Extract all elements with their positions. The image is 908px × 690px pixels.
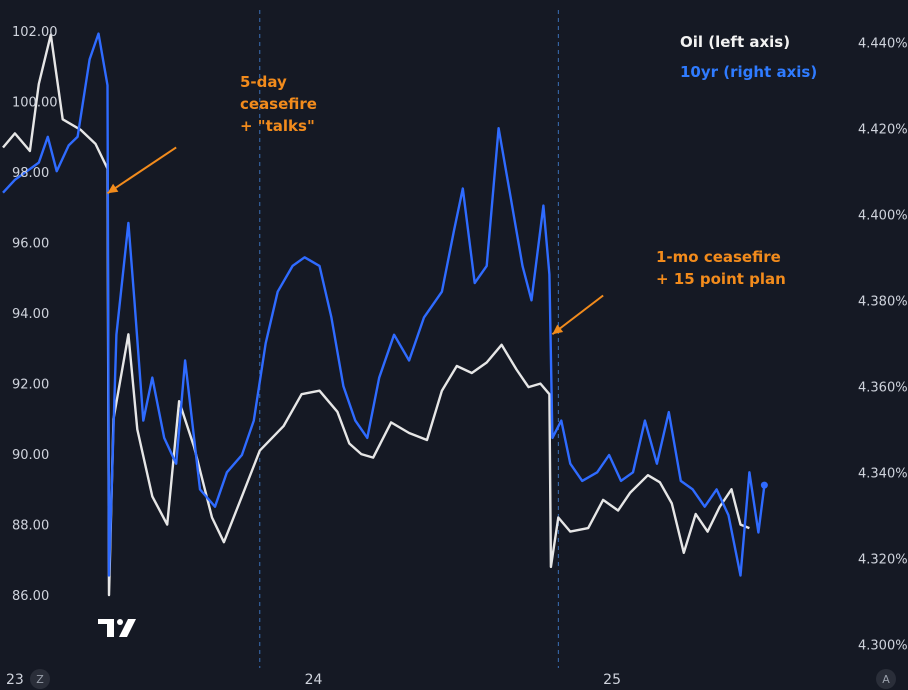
annotation-arrow-1 [106,146,177,195]
annotation-1-line-1: 5-day [240,73,287,91]
session-separators [259,10,559,668]
y-left-tick-label: 88.00 [12,519,49,534]
y-right-tick-label: 4.420% [858,122,908,137]
annotation-ceasefire-1mo: 1-mo ceasefire + 15 point plan [656,248,786,288]
series-layer [2,32,768,597]
y-axis-left: 102.00 100.00 98.00 96.00 94.00 92.00 90.00 88.… [12,25,58,604]
legend: Oil (left axis) 10yr (right axis) [680,33,817,81]
y-left-tick-label: 94.00 [12,307,49,322]
annotation-arrows [106,146,604,336]
y-left-tick-label: 96.00 [12,237,49,252]
x-tick-label: 24 [305,672,323,688]
series-end-point-10yr [760,481,768,489]
y-right-tick-label: 4.380% [858,294,908,309]
y-left-tick-label: 92.00 [12,378,49,393]
annotation-1-line-3: + "talks" [240,117,315,135]
y-right-tick-label: 4.440% [858,36,908,51]
z-scale-button[interactable]: Z [30,669,50,689]
y-right-tick-label: 4.360% [858,380,908,395]
y-left-tick-label: 86.00 [12,589,49,604]
y-right-tick-label: 4.340% [858,466,908,481]
a-scale-button[interactable]: A [876,669,896,689]
z-scale-label: Z [36,673,44,686]
annotation-ceasefire-5day: 5-day ceasefire + "talks" [240,73,317,135]
y-left-tick-label: 98.00 [12,166,49,181]
x-tick-label: 23 [6,672,24,688]
annotation-arrow-2 [551,294,604,336]
annotation-2-line-2: + 15 point plan [656,270,786,288]
tradingview-logo-icon [98,619,136,637]
x-axis: 23 24 25 [6,672,621,688]
y-axis-right: 4.440% 4.420% 4.400% 4.380% 4.360% 4.340% 4.32… [858,36,908,653]
annotations: 5-day ceasefire + "talks" 1-mo ceasefire… [106,73,786,336]
y-right-tick-label: 4.300% [858,638,908,653]
y-right-tick-label: 4.400% [858,208,908,223]
x-tick-label: 25 [603,672,621,688]
legend-oil: Oil (left axis) [680,33,790,51]
y-left-tick-label: 90.00 [12,448,49,463]
y-right-tick-label: 4.320% [858,552,908,567]
y-left-tick-label: 102.00 [12,25,58,40]
series-line-10yr [2,32,766,577]
y-left-tick-label: 100.00 [12,96,58,111]
a-scale-label: A [882,673,890,686]
annotation-2-line-1: 1-mo ceasefire [656,248,781,266]
legend-10yr: 10yr (right axis) [680,63,817,81]
annotation-1-line-2: ceasefire [240,95,317,113]
